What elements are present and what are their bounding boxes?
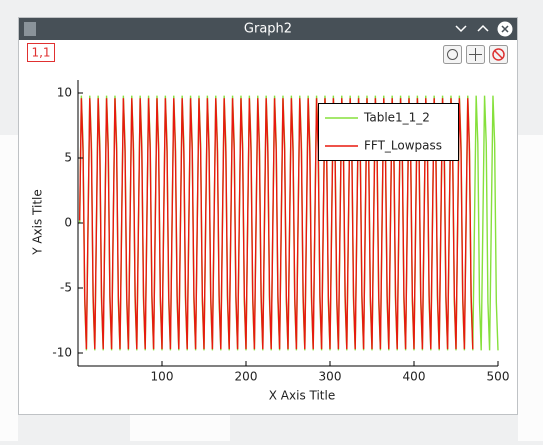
y-tick-label: -10 xyxy=(52,346,72,360)
legend-box xyxy=(318,103,459,161)
x-tick-label: 200 xyxy=(235,370,258,384)
remove-icon xyxy=(493,49,504,60)
layer-label: 1,1 xyxy=(31,46,50,60)
y-axis-title: Y Axis Title xyxy=(31,189,45,256)
window-icon xyxy=(24,22,36,36)
x-tick-label: 300 xyxy=(319,370,342,384)
y-tick-label: 5 xyxy=(64,151,72,165)
maximize-button[interactable] xyxy=(477,24,489,32)
side-panel xyxy=(0,135,18,441)
x-axis-title: X Axis Title xyxy=(269,389,335,403)
legend-label: FFT_Lowpass xyxy=(364,139,442,153)
bottom-panel xyxy=(130,414,230,441)
title-bar xyxy=(19,18,517,40)
layer-button[interactable] xyxy=(27,43,55,62)
x-tick-label: 400 xyxy=(403,370,426,384)
y-tick-label: 10 xyxy=(57,86,72,100)
legend-label: Table1_1_2 xyxy=(363,111,430,125)
x-tick-label: 500 xyxy=(487,370,510,384)
rescale-button[interactable] xyxy=(443,45,462,64)
rescale-icon xyxy=(447,49,458,60)
remove-icon xyxy=(492,48,505,61)
x-tick-label: 100 xyxy=(151,370,174,384)
series-line xyxy=(78,98,474,350)
close-icon xyxy=(501,25,509,33)
y-tick-label: -5 xyxy=(60,281,72,295)
y-tick-label: 0 xyxy=(64,216,72,230)
minimize-button[interactable] xyxy=(455,25,467,33)
add-icon xyxy=(469,48,482,61)
plot: 100 200 300 400 500 -10 -5 0 5 10 Table1_1_2 FFT_Lo… xyxy=(52,80,509,384)
side-panel xyxy=(518,135,543,441)
window-title: Graph2 xyxy=(244,22,292,37)
